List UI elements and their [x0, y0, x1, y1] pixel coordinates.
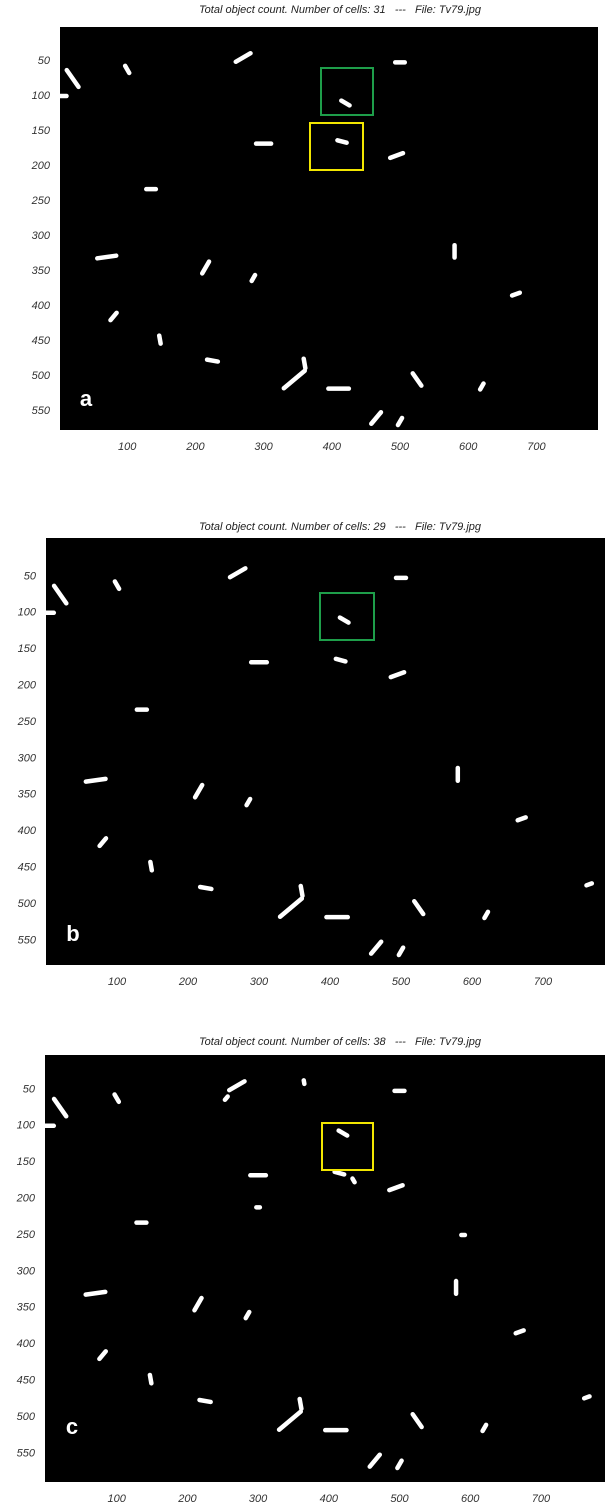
cell: [518, 817, 526, 820]
y-tick-label: 550: [32, 405, 51, 417]
x-tick-label: 100: [118, 441, 137, 453]
y-tick-label: 250: [17, 716, 37, 728]
x-tick-label: 700: [532, 1493, 551, 1504]
x-tick-label: 500: [392, 976, 411, 988]
cell: [247, 799, 251, 805]
cell: [336, 659, 346, 662]
y-tick-label: 300: [18, 752, 37, 764]
x-tick-label: 300: [250, 976, 269, 988]
y-tick-label: 450: [17, 1375, 36, 1387]
figure: Total object count. Number of cells: 31 …: [0, 0, 605, 1504]
y-tick-label: 450: [18, 862, 37, 874]
cell: [352, 1179, 354, 1183]
y-tick-label: 550: [18, 934, 37, 946]
x-tick-label: 400: [323, 441, 342, 453]
x-tick-label: 700: [534, 976, 553, 988]
y-tick-label: 450: [32, 335, 51, 347]
y-tick-label: 500: [17, 1411, 36, 1423]
panel-title: Total object count. Number of cells: 38 …: [199, 1036, 482, 1048]
cell: [86, 1292, 106, 1295]
image: [45, 1055, 605, 1482]
y-tick-label: 50: [24, 570, 37, 582]
y-tick-label: 400: [17, 1338, 36, 1350]
y-tick-label: 200: [17, 680, 37, 692]
cell: [483, 1425, 487, 1431]
y-tick-label: 100: [32, 90, 51, 102]
panel-label: a: [80, 386, 93, 411]
cell: [159, 336, 160, 344]
image: [46, 538, 605, 965]
panel-label: c: [66, 1414, 78, 1439]
y-tick-label: 400: [32, 300, 51, 312]
image-panel: Total object count. Number of cells: 38 …: [16, 1036, 605, 1504]
cell: [586, 883, 591, 885]
x-tick-label: 100: [108, 1493, 127, 1504]
x-tick-label: 300: [249, 1493, 268, 1504]
x-tick-label: 600: [459, 441, 478, 453]
y-tick-label: 50: [23, 1083, 36, 1095]
y-tick-label: 350: [18, 789, 37, 801]
x-tick-label: 500: [391, 441, 410, 453]
y-tick-label: 250: [31, 195, 51, 207]
cell: [252, 275, 255, 281]
cell: [150, 862, 151, 870]
y-tick-label: 150: [17, 1156, 36, 1168]
y-tick-label: 200: [31, 160, 51, 172]
y-tick-label: 300: [32, 230, 51, 242]
y-tick-label: 350: [32, 265, 51, 277]
y-tick-label: 300: [17, 1265, 36, 1277]
y-tick-label: 400: [18, 825, 37, 837]
y-tick-label: 150: [32, 125, 51, 137]
panel-title: Total object count. Number of cells: 29 …: [199, 521, 482, 533]
cell: [207, 360, 218, 362]
x-tick-label: 100: [108, 976, 127, 988]
cell: [337, 140, 346, 142]
cell: [304, 1080, 305, 1083]
cell: [246, 1312, 250, 1318]
x-tick-label: 300: [254, 441, 273, 453]
y-tick-label: 200: [16, 1193, 36, 1205]
panel-label: b: [66, 921, 79, 946]
image: [60, 27, 598, 430]
cell: [301, 886, 303, 896]
image-panel: Total object count. Number of cells: 31 …: [31, 4, 598, 453]
cell: [150, 1375, 151, 1383]
x-tick-label: 400: [321, 976, 340, 988]
x-tick-label: 400: [320, 1493, 339, 1504]
cell: [304, 359, 306, 368]
x-tick-label: 200: [185, 441, 205, 453]
y-tick-label: 50: [38, 55, 51, 67]
y-tick-label: 100: [18, 607, 37, 619]
y-tick-label: 550: [17, 1447, 36, 1459]
x-tick-label: 700: [527, 441, 546, 453]
y-tick-label: 150: [18, 643, 37, 655]
y-tick-label: 100: [17, 1120, 36, 1132]
cell: [516, 1330, 524, 1333]
x-tick-label: 200: [178, 976, 198, 988]
y-tick-label: 500: [32, 370, 51, 382]
y-tick-label: 350: [17, 1302, 36, 1314]
cell: [97, 256, 116, 259]
cell: [200, 1400, 211, 1402]
cell: [512, 293, 520, 296]
image-panel: Total object count. Number of cells: 29 …: [17, 521, 605, 988]
cell: [335, 1172, 345, 1175]
panel-title: Total object count. Number of cells: 31 …: [199, 4, 482, 16]
x-tick-label: 600: [461, 1493, 480, 1504]
x-tick-label: 500: [390, 1493, 409, 1504]
x-tick-label: 200: [177, 1493, 197, 1504]
y-tick-label: 250: [16, 1229, 36, 1241]
cell: [480, 384, 483, 390]
cell: [200, 887, 211, 889]
cell: [300, 1399, 302, 1409]
cell: [225, 1097, 228, 1100]
cell: [584, 1396, 589, 1398]
cell: [484, 912, 488, 918]
y-tick-label: 500: [18, 898, 37, 910]
x-tick-label: 600: [463, 976, 482, 988]
cell: [86, 779, 106, 782]
